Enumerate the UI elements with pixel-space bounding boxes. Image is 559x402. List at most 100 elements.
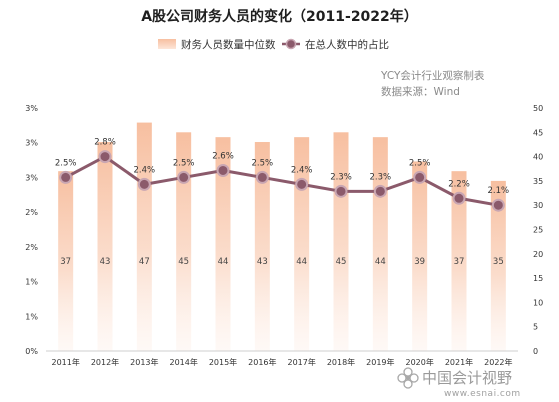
line-labels: 2.5% 2.8% 2.4% 2.5% 2.6% 2.5% 2.4% 2.3% 2.3% 2.5%… [55,138,509,197]
bar [412,161,428,351]
right-axis: 0 5 10 15 20 25 30 35 40 45 50 [533,104,543,356]
left-axis: 0% 1% 1% 2% 2% 3% 3% 3% [25,104,38,356]
bar [97,142,113,351]
x-axis-tick: 2021年 [445,357,473,367]
line-path [64,155,499,207]
left-axis-tick: 0% [25,347,38,356]
bar-value-label: 44 [375,257,386,267]
legend-swatch-marker [285,38,297,50]
line-marker [137,177,151,191]
right-axis-tick: 50 [533,104,543,113]
x-axis-tick: 2014年 [169,357,197,367]
left-axis-tick: 3% [25,173,38,182]
bar-value-label: 43 [257,257,268,267]
right-axis-tick: 15 [533,274,543,283]
line-marker [255,170,269,184]
line-value-label: 2.1% [488,186,510,196]
x-axis-tick: 2012年 [91,357,119,367]
line-marker [177,170,191,184]
bar-value-label: 37 [454,257,465,267]
line-marker [452,191,466,205]
bar [176,132,192,351]
right-axis-tick: 5 [533,323,538,332]
bar-series [58,122,506,351]
watermark-url: www.esnai.com [444,389,521,399]
left-axis-tick: 1% [25,278,38,287]
legend-label-line: 在总人数中的占比 [305,38,389,51]
bar-value-label: 35 [493,257,504,267]
bar-value-label: 39 [414,257,425,267]
line-value-label: 2.5% [409,158,431,168]
watermark-logo-icon [397,367,419,389]
legend-label-bar: 财务人员数量中位数 [181,38,276,51]
line-value-label: 2.4% [134,165,156,175]
source-line-2: 数据来源：Wind [381,85,460,98]
line-marker [334,184,348,198]
line-marker [491,198,505,212]
line-marker [216,163,230,177]
bar [215,137,231,351]
x-axis-tick: 2017年 [287,357,315,367]
legend: 财务人员数量中位数 在总人数中的占比 [158,38,389,51]
bar [490,180,506,351]
line-value-label: 2.4% [291,165,313,175]
line-marker [373,184,387,198]
x-axis-tick: 2020年 [405,357,433,367]
bar-value-label: 45 [178,257,189,267]
right-axis-tick: 30 [533,201,543,210]
source-line-1: YCY会计行业观察制表 [380,69,485,82]
left-axis-tick: 2% [25,208,38,217]
bar-value-label: 37 [60,257,71,267]
watermark: 中国会计视野 www.esnai.com [397,367,521,399]
bar-value-label: 47 [139,257,150,267]
right-axis-tick: 35 [533,177,543,186]
bar [451,171,467,351]
x-axis-tick: 2016年 [248,357,276,367]
bar [294,137,310,351]
line-value-label: 2.8% [94,138,116,148]
bar [372,137,388,351]
left-axis-tick: 1% [25,312,38,321]
x-axis-tick: 2011年 [51,357,79,367]
line-marker [413,170,427,184]
line-value-label: 2.5% [173,158,195,168]
bar-value-label: 43 [100,257,111,267]
bar [58,171,74,351]
bar [254,142,270,351]
left-axis-tick: 3% [25,104,38,113]
line-value-label: 2.6% [212,151,234,161]
line-marker [98,150,112,164]
x-axis-tick: 2013年 [130,357,158,367]
line-value-label: 2.5% [252,158,274,168]
bar-labels: 37 43 47 45 44 43 44 45 44 39 37 35 [60,257,503,267]
bar [333,132,349,351]
x-axis-tick: 2022年 [484,357,512,367]
line-value-label: 2.2% [448,179,470,189]
watermark-text: 中国会计视野 [422,369,512,387]
left-axis-tick: 2% [25,243,38,252]
legend-swatch-bar [158,39,176,49]
x-axis-tick: 2015年 [209,357,237,367]
bar-value-label: 44 [296,257,307,267]
x-axis-tick: 2019年 [366,357,394,367]
right-axis-tick: 40 [533,153,543,162]
chart-title: A股公司财务人员的变化（2011-2022年） [141,8,418,25]
x-axis-tick: 2018年 [327,357,355,367]
bar [136,122,152,351]
line-value-label: 2.3% [370,172,392,182]
right-axis-tick: 0 [533,347,538,356]
right-axis-tick: 20 [533,250,543,259]
right-axis-tick: 25 [533,226,543,235]
bar-value-label: 45 [336,257,347,267]
line-value-label: 2.3% [330,172,352,182]
x-axis: 2011年 2012年 2013年 2014年 2015年 2016年 2017年 2018年… [51,357,512,367]
line-marker [59,170,73,184]
line-series [59,150,505,212]
right-axis-tick: 45 [533,128,543,137]
line-marker [295,177,309,191]
bar-value-label: 44 [218,257,229,267]
line-value-label: 2.5% [55,158,77,168]
left-axis-tick: 3% [25,139,38,148]
right-axis-tick: 10 [533,298,543,307]
